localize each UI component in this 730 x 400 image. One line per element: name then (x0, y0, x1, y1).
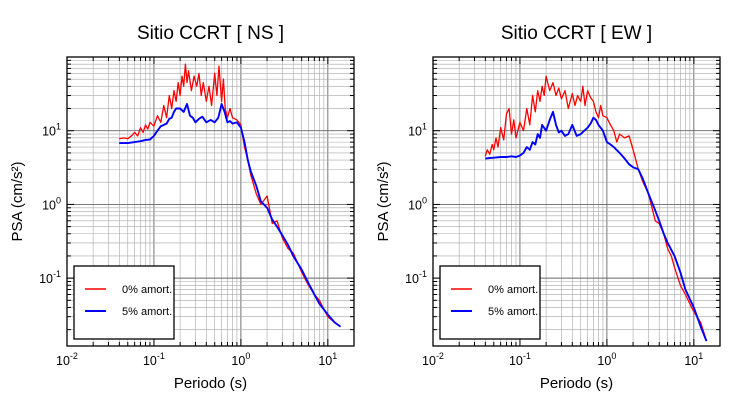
x-tick-label: 100 (597, 351, 616, 368)
tick-label-base: 10 (42, 198, 56, 212)
chart-title-ns: Sitio CCRT [ NS ] (137, 23, 284, 44)
series-line-blue (485, 110, 708, 342)
tick-label-base: 10 (509, 354, 523, 368)
x-tick-label: 100 (231, 351, 250, 368)
tick-label-exponent: -2 (436, 351, 444, 361)
plot-frame (432, 56, 721, 347)
series-line-blue (119, 103, 342, 328)
tick-label-exponent: -1 (523, 351, 531, 361)
tick-label-exponent: -1 (419, 269, 427, 279)
tick-label-exponent: -1 (53, 269, 61, 279)
plot-frame (66, 56, 355, 347)
tick-label-exponent: 1 (56, 122, 61, 132)
x-axis-label: Periodo (s) (540, 375, 613, 392)
x-axis-label: Periodo (s) (174, 375, 247, 392)
tick-label-base: 10 (684, 354, 698, 368)
legend-box (439, 265, 541, 340)
y-tick-label: 10-1 (39, 269, 61, 286)
y-tick-label: 10-1 (405, 269, 427, 286)
legend: 0% amort. 5% amort. (439, 265, 541, 340)
chart-title-ew: Sitio CCRT [ EW ] (501, 23, 652, 44)
tick-label-base: 10 (143, 354, 157, 368)
y-tick-label: 101 (42, 122, 61, 139)
tick-label-base: 10 (39, 272, 53, 286)
tick-label-exponent: 0 (56, 195, 61, 205)
tick-label-base: 10 (42, 125, 56, 139)
legend-label: 0% amort. (122, 284, 172, 296)
tick-label-exponent: -2 (70, 351, 78, 361)
series-line-red (484, 75, 708, 342)
tick-label-exponent: 0 (611, 351, 616, 361)
tick-label-exponent: 0 (422, 195, 427, 205)
y-tick-label: 100 (42, 195, 61, 212)
tick-label-exponent: 0 (245, 351, 250, 361)
tick-label-base: 10 (408, 125, 422, 139)
tick-label-base: 10 (597, 354, 611, 368)
legend: 0% amort. 5% amort. (73, 265, 175, 340)
x-tick-label: 10-1 (509, 351, 531, 368)
legend-label: 5% amort. (488, 306, 538, 318)
tick-label-base: 10 (408, 198, 422, 212)
y-tick-label: 100 (408, 195, 427, 212)
tick-label-exponent: 1 (332, 351, 337, 361)
axis-ticks (432, 56, 721, 346)
legend-label: 0% amort. (488, 284, 538, 296)
tick-label-base: 10 (405, 272, 419, 286)
x-tick-label: 10-2 (422, 351, 444, 368)
tick-label-base: 10 (56, 354, 70, 368)
axis-ticks (66, 56, 355, 346)
tick-label-exponent: 1 (698, 351, 703, 361)
tick-label-base: 10 (318, 354, 332, 368)
x-tick-label: 101 (318, 351, 337, 368)
grid (67, 57, 354, 346)
legend-box (73, 265, 175, 340)
tick-label-exponent: -1 (157, 351, 165, 361)
y-tick-label: 101 (408, 122, 427, 139)
y-axis-label: PSA (cm/s²) (375, 161, 392, 241)
x-tick-label: 10-1 (143, 351, 165, 368)
series-line-red (119, 63, 341, 328)
legend-label: 5% amort. (122, 306, 172, 318)
y-axis-label: PSA (cm/s²) (9, 161, 26, 241)
tick-label-base: 10 (422, 354, 436, 368)
x-tick-label: 101 (684, 351, 703, 368)
tick-label-exponent: 1 (422, 122, 427, 132)
tick-label-base: 10 (231, 354, 245, 368)
x-tick-label: 10-2 (56, 351, 78, 368)
